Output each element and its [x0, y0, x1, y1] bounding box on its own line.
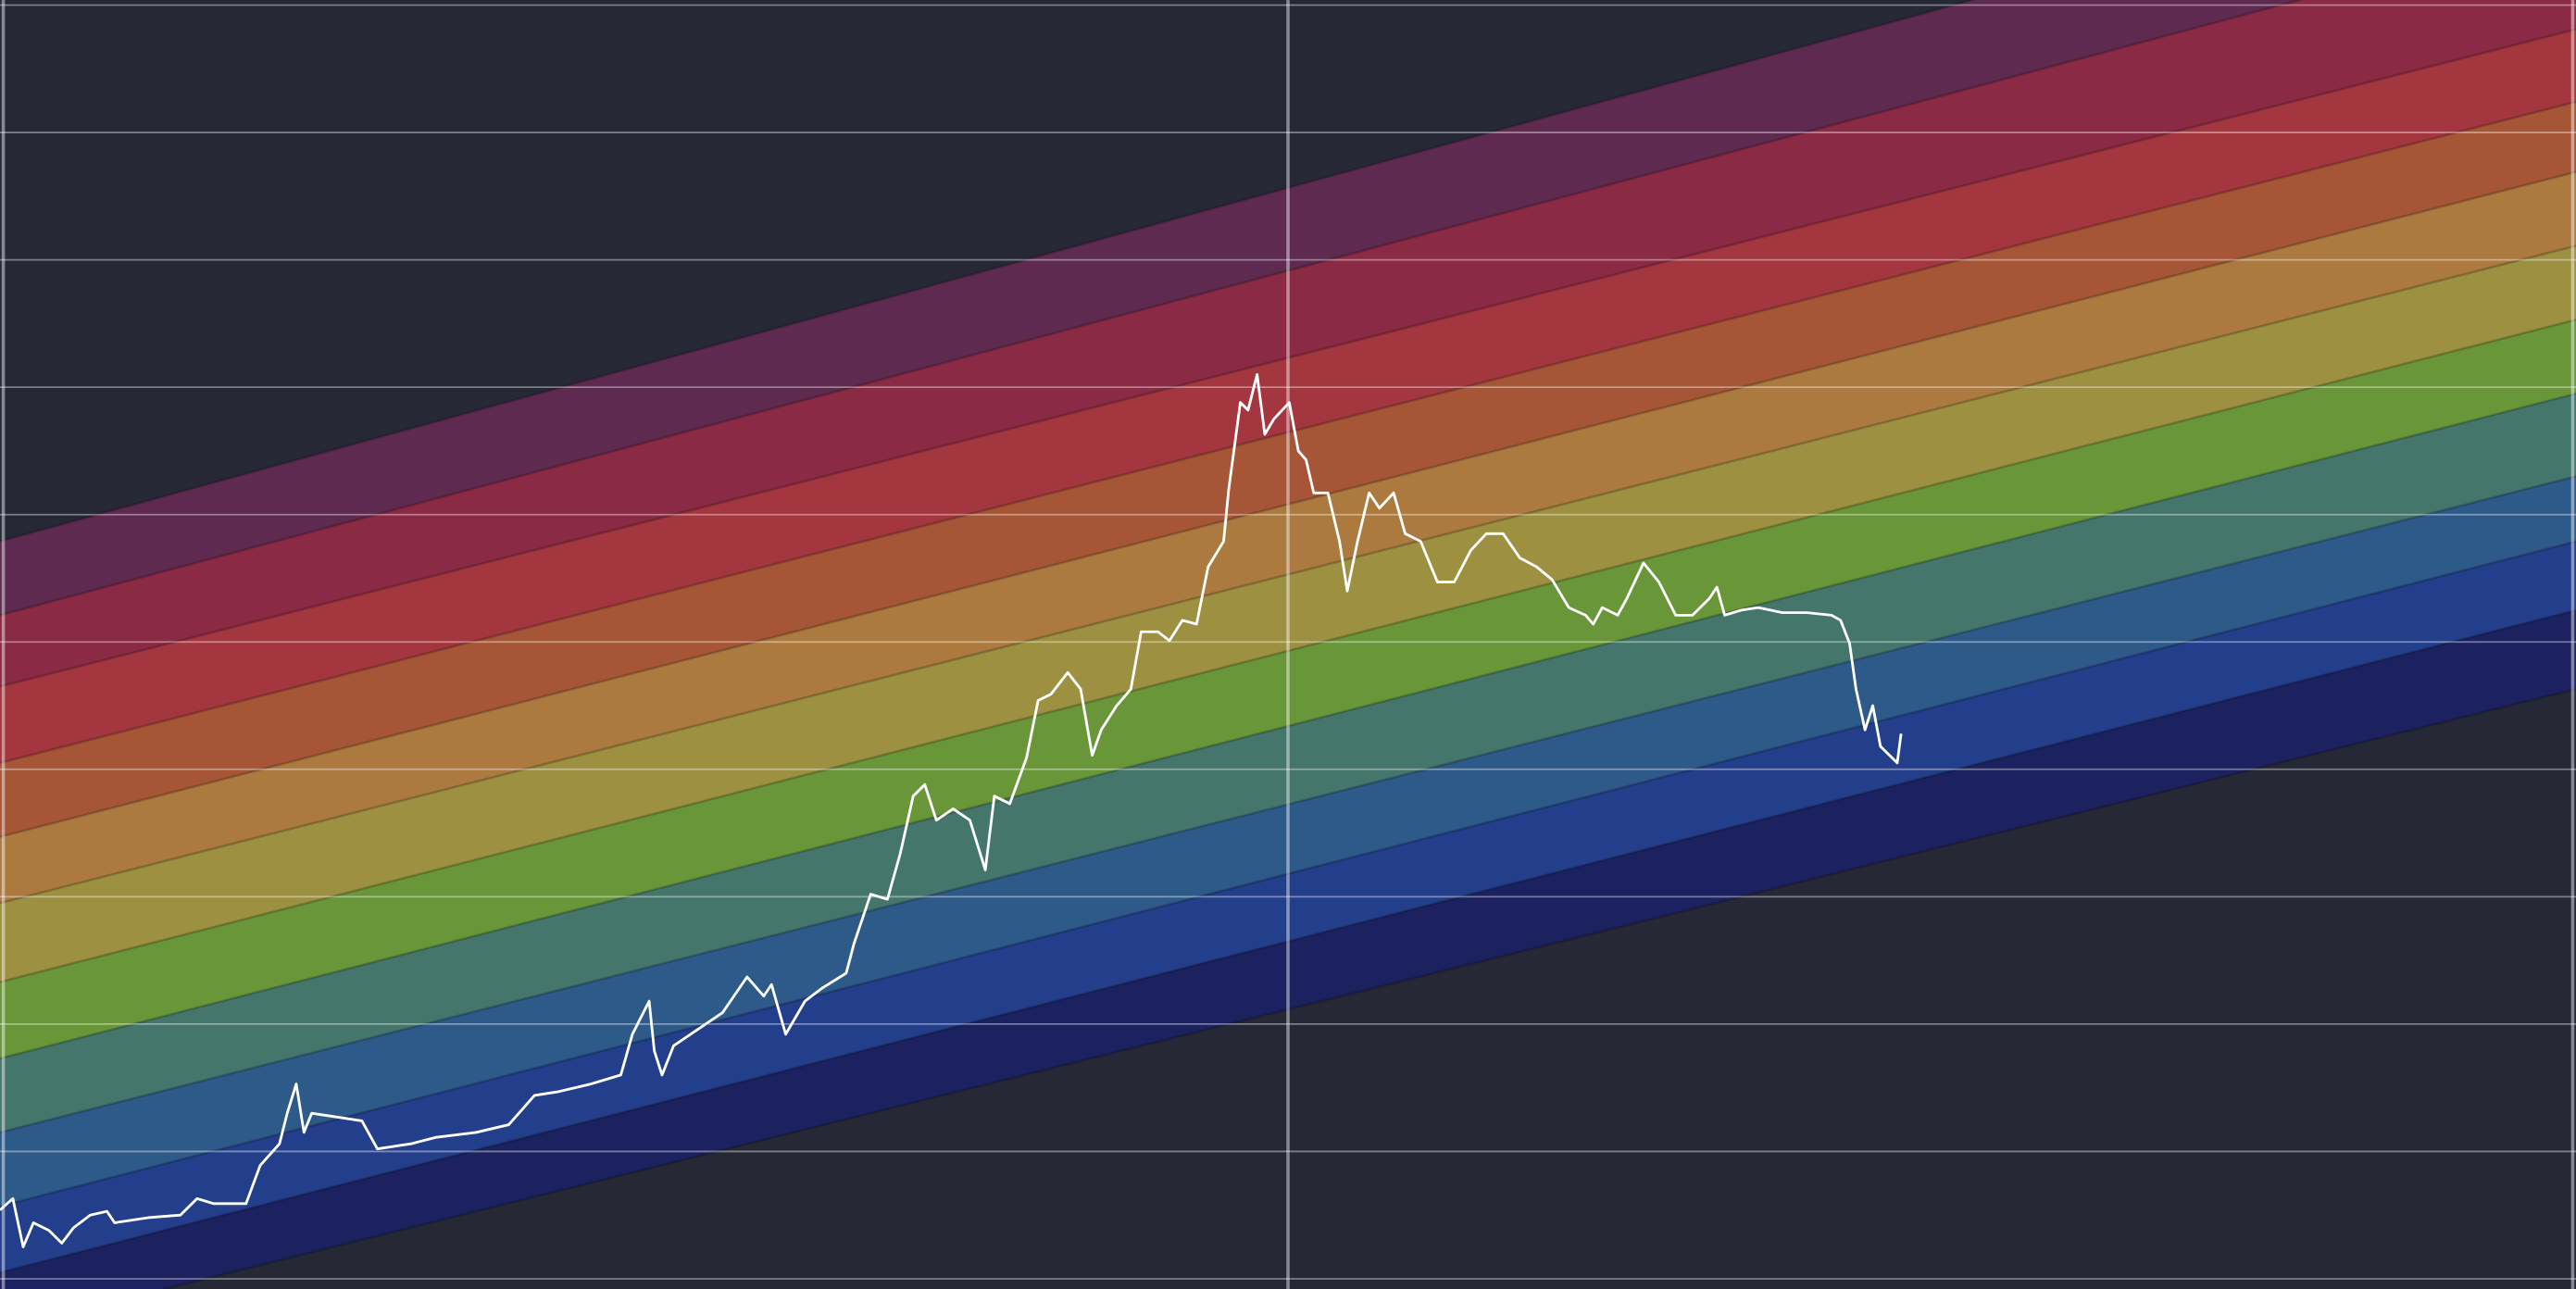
rainbow-band	[0, 476, 2576, 1207]
band-edge	[0, 475, 2576, 1134]
band-edge	[0, 0, 2305, 617]
rainbow-band	[0, 29, 2576, 763]
band-edge	[0, 244, 2576, 905]
rainbow-band	[0, 0, 2576, 687]
rainbow-band	[0, 609, 2576, 1289]
price-line	[0, 372, 1903, 1249]
band-edge	[158, 687, 2576, 1289]
band-edge	[0, 318, 2576, 983]
rainbow-band	[0, 171, 2576, 904]
band-edge	[0, 392, 2576, 1060]
band-edge	[0, 608, 2576, 1274]
band-edge	[0, 0, 1978, 543]
rainbow-band	[0, 541, 2576, 1273]
band-edge	[0, 540, 2576, 1208]
rainbow-band	[0, 319, 2576, 1059]
band-edge	[0, 28, 2576, 688]
rainbow-band	[0, 102, 2576, 837]
band-edge	[0, 170, 2576, 838]
band-edge	[0, 100, 2576, 765]
rainbow-band	[0, 394, 2576, 1133]
rainbow-band	[0, 245, 2576, 982]
